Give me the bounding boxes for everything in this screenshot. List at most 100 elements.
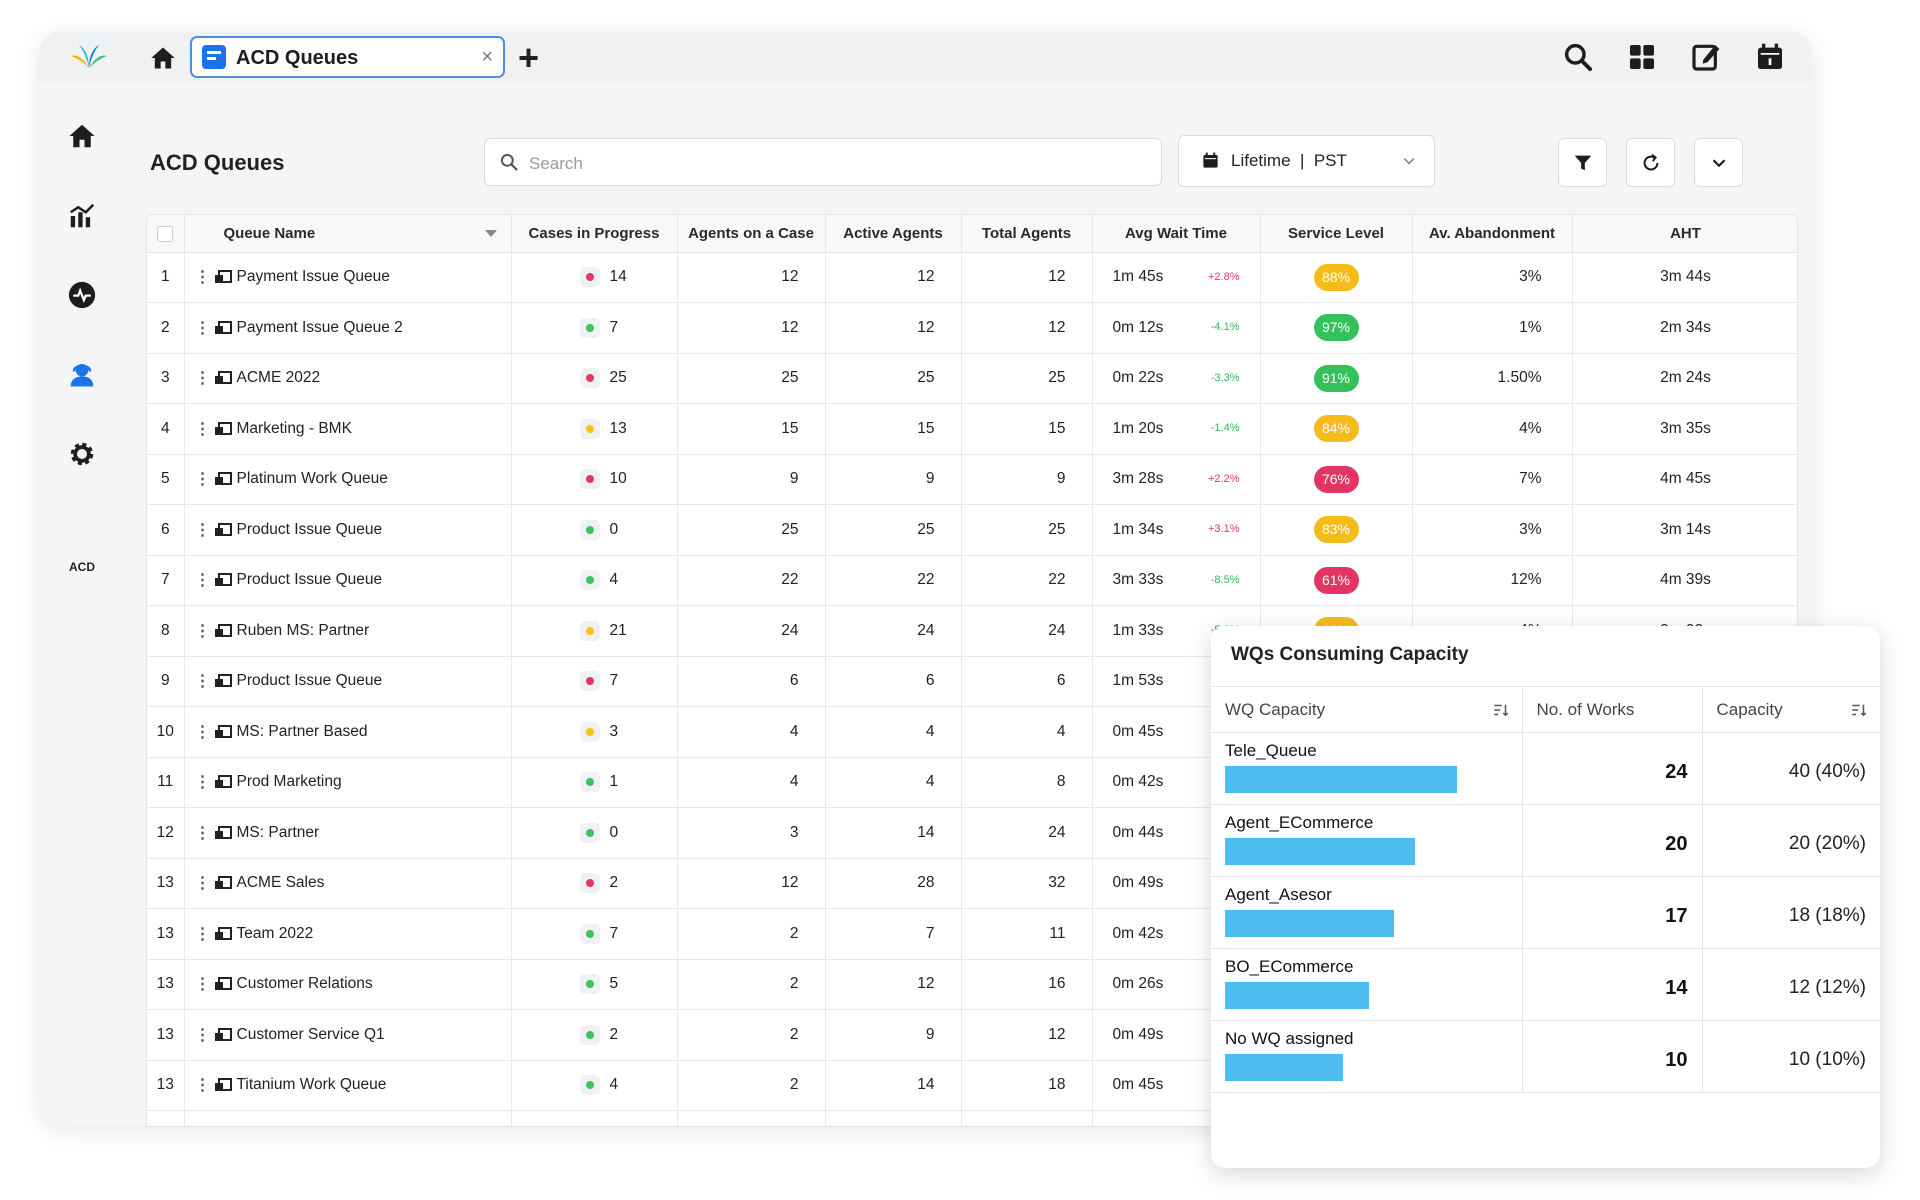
sort-icon[interactable] <box>1492 701 1510 719</box>
calendar-icon[interactable] <box>1754 41 1786 73</box>
kebab-menu-icon[interactable]: ⋮ <box>194 1026 211 1044</box>
queue-name-cell[interactable]: ⋮ ACME Sales <box>184 858 512 909</box>
refresh-button[interactable] <box>1626 138 1675 187</box>
queue-name[interactable]: Customer Relations <box>236 975 373 993</box>
queue-name[interactable]: MS: Partner <box>236 823 320 841</box>
kebab-menu-icon[interactable]: ⋮ <box>194 976 211 994</box>
col-avg-wait[interactable]: Avg Wait Time <box>1092 215 1261 253</box>
queue-name-cell[interactable]: ⋮ Ruben MS: Partner <box>184 605 512 657</box>
queue-name-cell[interactable]: ⋮ Product Issue Queue <box>184 656 512 707</box>
table-row[interactable]: 1 ⋮ Payment Issue Queue 14 12 12 12 1m 45s +2.8%… <box>147 252 1797 303</box>
home-icon[interactable] <box>67 121 97 151</box>
queue-name[interactable]: Payment Issue Queue 2 <box>236 318 403 336</box>
capacity-row[interactable]: No WQ assigned 10 10 (10%) <box>1211 1020 1880 1093</box>
queue-name[interactable]: Ruben MS: Partner <box>236 621 370 639</box>
queue-name-cell[interactable]: ⋮ Product Issue Queue <box>184 555 512 606</box>
capacity-row[interactable]: Agent_ECommerce 20 20 (20%) <box>1211 804 1880 877</box>
kebab-menu-icon[interactable]: ⋮ <box>194 420 211 438</box>
queue-name-cell[interactable]: ⋮ Prod Marketing <box>184 757 512 808</box>
grid-icon[interactable] <box>1626 41 1658 73</box>
queue-name-cell[interactable]: ⋮ Platinum Work Queue <box>184 454 512 505</box>
kebab-menu-icon[interactable]: ⋮ <box>194 875 211 893</box>
col-capacity[interactable]: Capacity <box>1702 686 1880 733</box>
close-icon[interactable]: × <box>481 46 493 68</box>
col-active-agents[interactable]: Active Agents <box>825 215 962 253</box>
queue-name-cell[interactable]: ⋮ Marketing - BMK <box>184 403 512 455</box>
col-wq-capacity[interactable]: WQ Capacity <box>1211 686 1523 733</box>
queue-name[interactable]: Team 2022 <box>236 924 314 942</box>
queue-name[interactable]: MS: Partner Based <box>236 722 368 740</box>
kebab-menu-icon[interactable]: ⋮ <box>194 1077 211 1095</box>
col-total-agents[interactable]: Total Agents <box>961 215 1093 253</box>
queue-name[interactable]: Product Issue Queue <box>236 520 383 538</box>
col-service-level[interactable]: Service Level <box>1260 215 1413 253</box>
col-agents-on-case[interactable]: Agents on a Case <box>677 215 826 253</box>
queue-name[interactable]: Product Issue Queue <box>236 672 383 690</box>
logo-icon[interactable] <box>69 42 109 72</box>
kebab-menu-icon[interactable]: ⋮ <box>194 269 211 287</box>
queue-name[interactable]: Prod Marketing <box>236 773 342 791</box>
queue-name[interactable]: ACME Sales <box>236 874 325 892</box>
kebab-menu-icon[interactable]: ⋮ <box>194 673 211 691</box>
kebab-menu-icon[interactable]: ⋮ <box>194 471 211 489</box>
queue-name[interactable]: ACME 2022 <box>236 369 321 387</box>
kebab-menu-icon[interactable]: ⋮ <box>194 824 211 842</box>
queue-name-cell[interactable]: ⋮ Payment Issue Queue 2 <box>184 302 512 354</box>
table-row[interactable]: 3 ⋮ ACME 2022 25 25 25 25 0m 22s -3.3% 91% 1.50% 2m… <box>147 353 1797 404</box>
queue-name-cell[interactable]: ⋮ Payment Issue Queue <box>184 252 512 303</box>
kebab-menu-icon[interactable]: ⋮ <box>194 622 211 640</box>
pulse-icon[interactable] <box>67 280 97 310</box>
filter-button[interactable] <box>1558 138 1607 187</box>
capacity-row[interactable]: Tele_Queue 24 40 (40%) <box>1211 732 1880 805</box>
queue-name-cell[interactable]: ⋮ Team 2022 <box>184 908 512 960</box>
queue-name-cell[interactable]: ⋮ MS: Partner Based <box>184 706 512 758</box>
col-queue-name[interactable]: Queue Name <box>184 215 512 253</box>
capacity-row[interactable]: BO_ECommerce 14 12 (12%) <box>1211 948 1880 1021</box>
queue-name-cell[interactable]: ⋮ Customer Relations <box>184 959 512 1010</box>
kebab-menu-icon[interactable]: ⋮ <box>194 370 211 388</box>
queue-name[interactable]: Titanium Work Queue <box>236 1076 387 1094</box>
kebab-menu-icon[interactable]: ⋮ <box>194 723 211 741</box>
sort-icon[interactable] <box>1850 701 1868 719</box>
date-range-select[interactable]: Lifetime | PST <box>1178 135 1435 187</box>
home-icon[interactable] <box>149 44 177 72</box>
col-aht[interactable]: AHT <box>1572 215 1797 253</box>
table-row[interactable]: 5 ⋮ Platinum Work Queue 10 9 9 9 3m 28s +2.2% 76%… <box>147 454 1797 505</box>
table-row[interactable]: 4 ⋮ Marketing - BMK 13 15 15 15 1m 20s -1.4% 84% 4… <box>147 403 1797 455</box>
col-no-of-works[interactable]: No. of Works <box>1522 686 1703 733</box>
capacity-row[interactable]: Agent_Asesor 17 18 (18%) <box>1211 876 1880 949</box>
queue-name[interactable]: Customer Service Q1 <box>236 1025 385 1043</box>
table-row[interactable]: 6 ⋮ Product Issue Queue 0 25 25 25 1m 34s +3.1% 8… <box>147 504 1797 556</box>
edit-icon[interactable] <box>1690 41 1722 73</box>
search-icon[interactable] <box>1562 41 1594 73</box>
queue-name[interactable]: Marketing - BMK <box>236 419 352 437</box>
sort-caret-icon[interactable] <box>484 230 497 237</box>
search-input[interactable]: Search <box>484 138 1162 186</box>
tab-acd-queues[interactable]: ACD Queues × <box>190 36 505 78</box>
queue-name-cell[interactable]: ⋮ Product Issue Queue <box>184 504 512 556</box>
table-row[interactable]: 10 ⋮ MS: Partner Based 3 4 4 4 0m 45s <box>147 706 1797 758</box>
kebab-menu-icon[interactable]: ⋮ <box>194 925 211 943</box>
agent-icon[interactable] <box>67 359 97 389</box>
queue-name[interactable]: Payment Issue Queue <box>236 268 390 286</box>
queue-name-cell[interactable]: ⋮ Customer Service Q1 <box>184 1009 512 1061</box>
kebab-menu-icon[interactable]: ⋮ <box>195 1126 209 1127</box>
select-all-checkbox[interactable] <box>147 215 185 253</box>
queue-name[interactable]: Platinum Work Queue <box>236 470 388 488</box>
analytics-icon[interactable] <box>67 201 97 231</box>
new-tab-button[interactable]: + <box>518 37 540 78</box>
kebab-menu-icon[interactable]: ⋮ <box>194 319 211 337</box>
queue-name-cell[interactable]: ⋮ MS: Partner <box>184 807 512 859</box>
kebab-menu-icon[interactable]: ⋮ <box>194 572 211 590</box>
queue-name-cell[interactable]: ⋮ Titanium Work Queue <box>184 1060 512 1111</box>
queue-name-cell[interactable]: ⋮ ACME 2022 <box>184 353 512 404</box>
col-abandonment[interactable]: Av. Abandonment <box>1412 215 1573 253</box>
table-row[interactable]: 2 ⋮ Payment Issue Queue 2 7 12 12 12 0m 12s -4.1… <box>147 302 1797 354</box>
queue-name[interactable]: Product Issue Queue <box>236 571 383 589</box>
kebab-menu-icon[interactable]: ⋮ <box>194 521 211 539</box>
col-cases[interactable]: Cases in Progress <box>511 215 678 253</box>
gear-icon[interactable] <box>67 439 97 469</box>
more-options-button[interactable] <box>1694 138 1743 187</box>
kebab-menu-icon[interactable]: ⋮ <box>194 774 211 792</box>
queue-name-cell[interactable]: ⋮ACME Work Queue Q2 <box>184 1110 512 1127</box>
